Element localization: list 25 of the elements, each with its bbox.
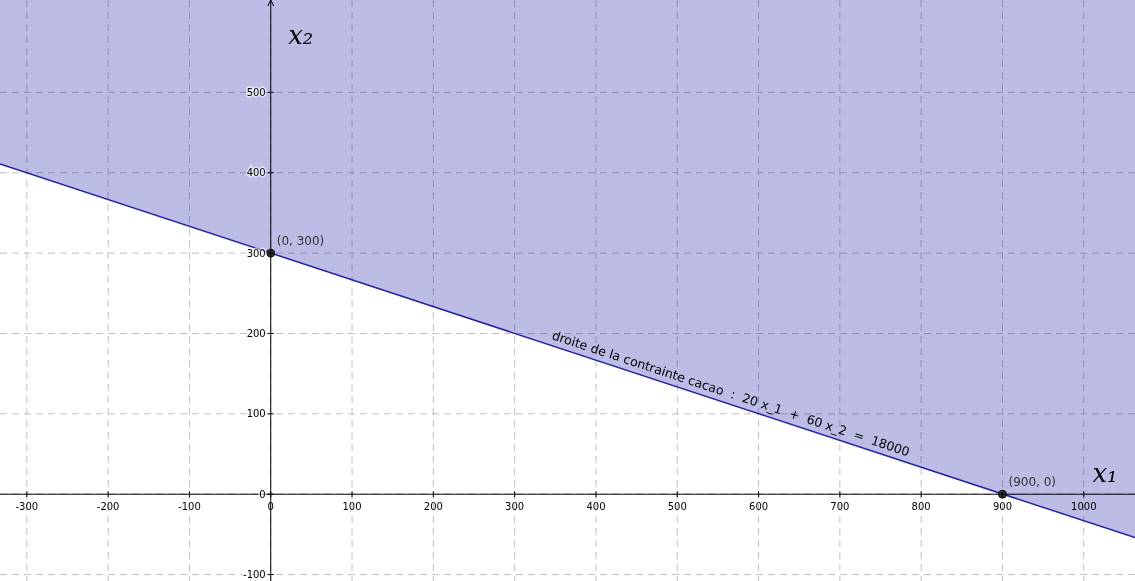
x-tick-label: 0 — [267, 501, 274, 513]
annotation: (0, 300) — [276, 234, 325, 249]
y-tick-label: 500 — [246, 86, 266, 98]
y-tick-label: 300 — [246, 247, 266, 259]
x-axis-title: x₁ — [1092, 458, 1118, 489]
x-tick-label: 1000 — [1071, 501, 1097, 513]
y-tick-label: 0 — [259, 488, 266, 500]
x-tick-label: 900 — [992, 501, 1013, 513]
x-tick-label: -100 — [178, 501, 201, 513]
x-tick-label: 100 — [342, 501, 362, 513]
x-tick-label: 700 — [830, 501, 850, 513]
x-tick-label: 200 — [423, 501, 443, 513]
x-tick-label: 300 — [505, 501, 525, 513]
x-tick-label: 500 — [667, 501, 687, 513]
annotation: (900, 0) — [1008, 475, 1057, 490]
y-tick-label: 400 — [246, 167, 266, 179]
x-tick-label: -300 — [15, 501, 39, 513]
x-tick-label: -200 — [96, 501, 120, 513]
y-tick-label: 200 — [246, 327, 266, 339]
x-tick-label: 600 — [749, 501, 769, 513]
x-tick-label: 400 — [586, 501, 606, 513]
y-axis-title: x₂ — [288, 20, 314, 50]
y-tick-label: 100 — [246, 408, 266, 420]
x-tick-label: 800 — [911, 501, 931, 513]
y-tick-label: -100 — [243, 569, 266, 581]
